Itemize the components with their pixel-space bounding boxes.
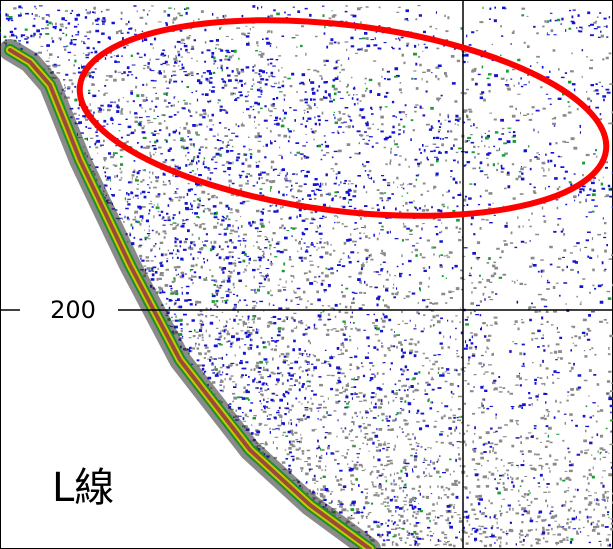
seabed-core [8,48,372,549]
transect-label: L線 [52,465,114,511]
depth-tick-label: 200 [50,296,96,324]
tick-label-bg [22,296,116,324]
highlight-ellipse [76,17,610,219]
